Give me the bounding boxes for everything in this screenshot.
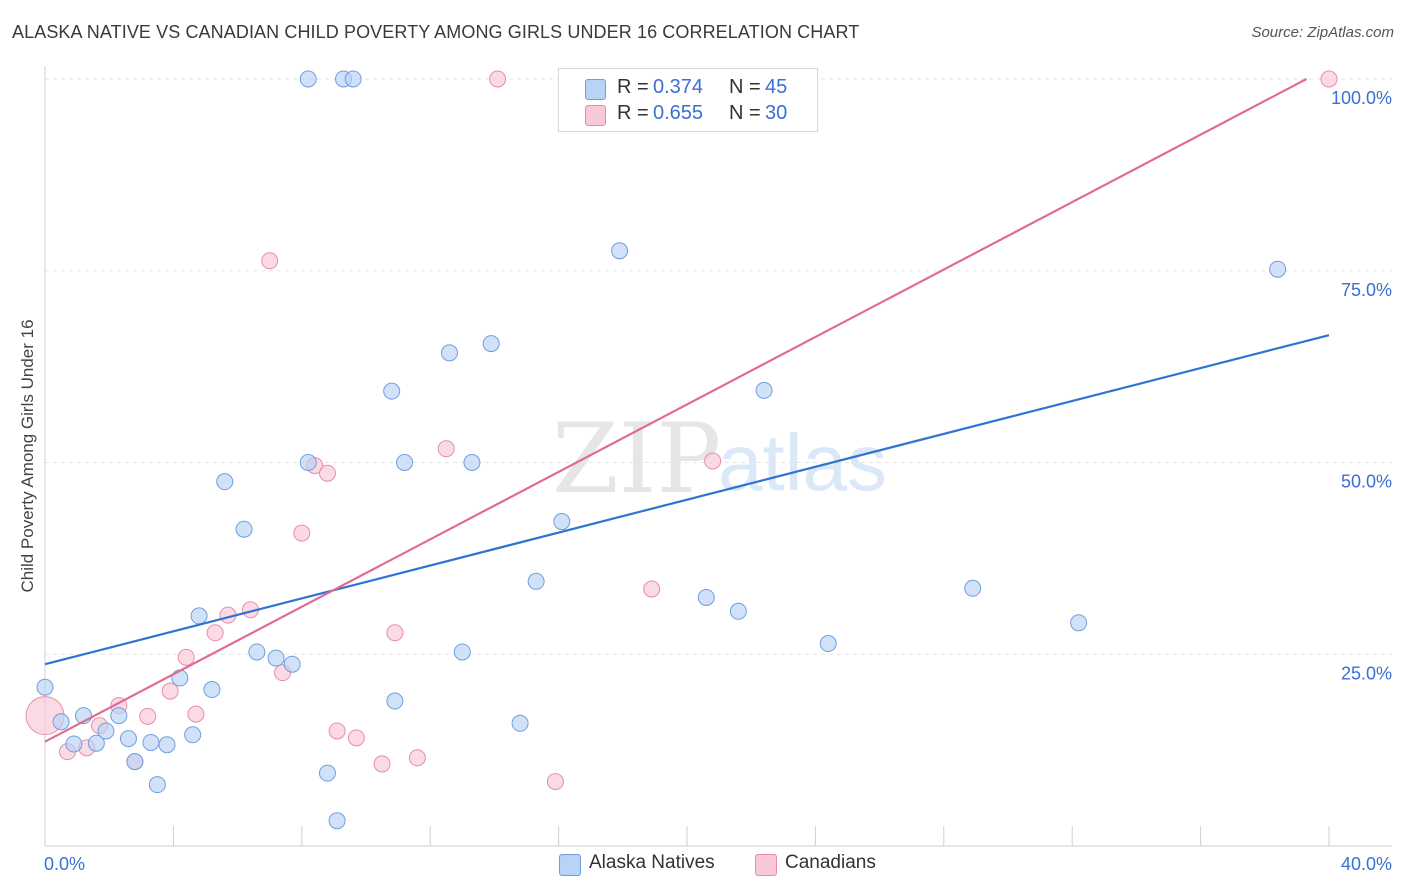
canadian-trend-line xyxy=(44,78,1308,743)
canadian-point xyxy=(139,707,157,725)
n-value: 30 xyxy=(765,102,788,124)
alaska-point xyxy=(267,649,285,667)
alaska-trend-line xyxy=(44,334,1330,666)
alaska-point xyxy=(383,382,401,400)
r-label: R = xyxy=(617,76,649,98)
canadian-point xyxy=(408,749,426,767)
canadian-legend-icon xyxy=(755,854,777,876)
alaska-swatch-icon xyxy=(585,79,606,100)
alaska-point xyxy=(729,602,747,620)
n-label: N = xyxy=(729,102,761,124)
stats-row-canadian: R = 0.655 N = 30 xyxy=(559,101,817,127)
n-label: N = xyxy=(729,76,761,98)
chart-title: ALASKA NATIVE VS CANADIAN CHILD POVERTY … xyxy=(12,22,860,42)
alaska-point xyxy=(36,678,54,696)
canadian-swatch-icon xyxy=(585,105,606,126)
source-label: Source: ZipAtlas.com xyxy=(1251,24,1394,41)
canadian-point xyxy=(437,440,455,458)
alaska-point xyxy=(184,726,202,744)
canadian-point xyxy=(293,524,311,542)
y-tick-label: 100.0% xyxy=(1331,88,1392,108)
alaska-point xyxy=(110,707,128,725)
canadian-point xyxy=(347,729,365,747)
y-tick-label: 25.0% xyxy=(1341,663,1392,683)
alaska-point xyxy=(171,669,189,687)
y-tick-label: 50.0% xyxy=(1341,472,1392,492)
alaska-point xyxy=(1070,614,1088,632)
alaska-point xyxy=(453,643,471,661)
alaska-point xyxy=(87,734,105,752)
alaska-point xyxy=(190,607,208,625)
alaska-point xyxy=(819,635,837,653)
data-points xyxy=(25,70,1338,830)
watermark-zip: ZIP xyxy=(552,403,721,515)
alaska-point xyxy=(964,579,982,597)
y-tick-label: 75.0% xyxy=(1341,280,1392,300)
alaska-point xyxy=(283,655,301,673)
alaska-point xyxy=(755,381,773,399)
x-tick-labels: 0.0% 40.0% xyxy=(44,854,1392,874)
alaska-point xyxy=(126,753,144,771)
alaska-point xyxy=(344,70,362,88)
alaska-point xyxy=(216,473,234,491)
x-tick-label: 40.0% xyxy=(1341,854,1392,874)
canadian-point xyxy=(386,624,404,642)
alaska-point xyxy=(511,714,529,732)
canadian-point xyxy=(177,648,195,666)
watermark-atlas: atlas xyxy=(718,418,887,507)
alaska-point xyxy=(328,812,346,830)
alaska-legend-icon xyxy=(559,854,581,876)
y-axis-label: Child Poverty Among Girls Under 16 xyxy=(18,319,37,592)
alaska-point xyxy=(119,730,137,748)
alaska-point xyxy=(65,735,83,753)
watermark: ZIP atlas xyxy=(552,403,887,515)
alaska-point xyxy=(396,454,414,471)
alaska-point xyxy=(142,733,160,751)
r-label: R = xyxy=(617,102,649,124)
canadian-point xyxy=(328,722,346,740)
alaska-point xyxy=(299,454,317,471)
alaska-point xyxy=(1269,260,1287,278)
alaska-point xyxy=(463,454,481,471)
r-value: 0.374 xyxy=(653,76,704,98)
alaska-point xyxy=(697,588,715,606)
alaska-point xyxy=(553,513,571,531)
y-tick-labels: 25.0% 50.0% 75.0% 100.0% xyxy=(1331,88,1392,683)
canadian-point xyxy=(489,70,507,88)
alaska-point xyxy=(148,776,166,794)
canadian-point xyxy=(546,773,564,791)
alaska-point xyxy=(611,242,629,260)
alaska-point xyxy=(52,713,70,731)
trend-lines xyxy=(44,78,1330,743)
canadian-point xyxy=(187,705,205,723)
stats-row-alaska: R = 0.374 N = 45 xyxy=(559,75,817,101)
canadian-point xyxy=(206,624,224,642)
canadian-point xyxy=(373,755,391,773)
alaska-point xyxy=(235,520,253,538)
x-tick-label: 0.0% xyxy=(44,854,85,874)
correlation-stats-box: R = 0.374 N = 45 R = 0.655 N = 30 xyxy=(558,68,818,132)
alaska-point xyxy=(318,764,336,782)
n-value: 45 xyxy=(765,76,788,98)
alaska-point xyxy=(158,736,176,754)
alaska-point xyxy=(482,335,500,353)
grid-lines xyxy=(45,78,1392,655)
canadian-point xyxy=(261,252,279,270)
canadian-point xyxy=(318,464,336,482)
canadian-point xyxy=(643,580,661,598)
alaska-point xyxy=(299,70,317,88)
canadian-point xyxy=(161,682,179,700)
legend-label: Alaska Natives xyxy=(589,852,715,873)
alaska-point xyxy=(248,643,266,661)
alaska-point xyxy=(97,722,115,740)
canadian-point xyxy=(1320,70,1338,88)
canadian-point xyxy=(704,452,722,470)
alaska-point xyxy=(527,572,545,590)
alaska-point xyxy=(203,681,221,699)
alaska-point xyxy=(440,344,458,362)
alaska-point xyxy=(386,692,404,710)
legend-label: Canadians xyxy=(785,852,876,873)
r-value: 0.655 xyxy=(653,102,704,124)
